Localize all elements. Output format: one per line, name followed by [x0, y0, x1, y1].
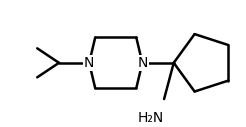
- Text: N: N: [137, 56, 148, 70]
- Text: N: N: [84, 56, 94, 70]
- Text: H₂N: H₂N: [138, 111, 164, 125]
